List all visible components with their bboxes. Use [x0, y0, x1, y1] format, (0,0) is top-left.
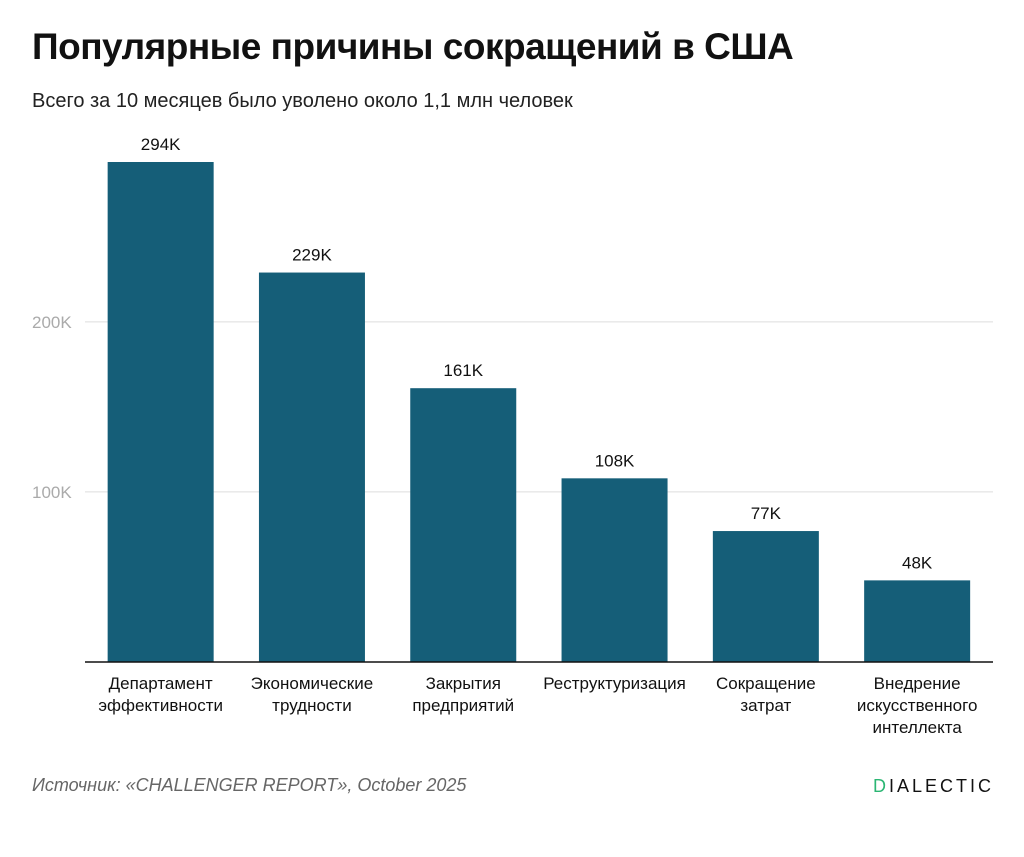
bar	[561, 478, 668, 662]
bar	[864, 580, 971, 662]
bar-value-label: 77K	[751, 504, 782, 523]
chart-subtitle: Всего за 10 месяцев было уволено около 1…	[32, 90, 573, 112]
brand-logo: DIALECTIC	[873, 776, 994, 797]
bar-value-label: 229K	[292, 246, 332, 265]
brand-logo-accent: D	[872, 776, 889, 796]
x-category-label: трудности	[272, 696, 352, 715]
bar-value-label: 294K	[141, 135, 181, 154]
bar-value-label: 161K	[443, 361, 483, 380]
bar-value-label: 108K	[595, 451, 635, 470]
bar	[258, 272, 365, 662]
x-category-label: Департамент	[109, 674, 213, 693]
x-category-label: Реструктуризация	[543, 674, 686, 693]
x-category-label: Внедрение	[874, 674, 961, 693]
x-category-label: интеллекта	[872, 718, 962, 737]
x-category-label: искусственного	[857, 696, 978, 715]
y-tick-label: 100K	[32, 483, 72, 502]
x-category-label: Закрытия	[426, 674, 501, 693]
bar	[107, 162, 214, 662]
x-category-label: эффективности	[98, 696, 223, 715]
bar	[712, 531, 819, 662]
x-category-label: Сокращение	[716, 674, 816, 693]
chart-title: Популярные причины сокращений в США	[32, 26, 794, 67]
x-category-label: затрат	[740, 696, 791, 715]
x-category-label: предприятий	[412, 696, 514, 715]
source-note: Источник: «CHALLENGER REPORT», October 2…	[32, 775, 467, 795]
brand-logo-rest: IALECTIC	[888, 776, 994, 796]
y-tick-label: 200K	[32, 313, 72, 332]
x-category-label: Экономические	[251, 674, 374, 693]
bar-chart: 100K 200K 294K Департамент эффективности 229K…	[32, 135, 993, 737]
bar	[410, 388, 517, 662]
bar-value-label: 48K	[902, 553, 933, 572]
